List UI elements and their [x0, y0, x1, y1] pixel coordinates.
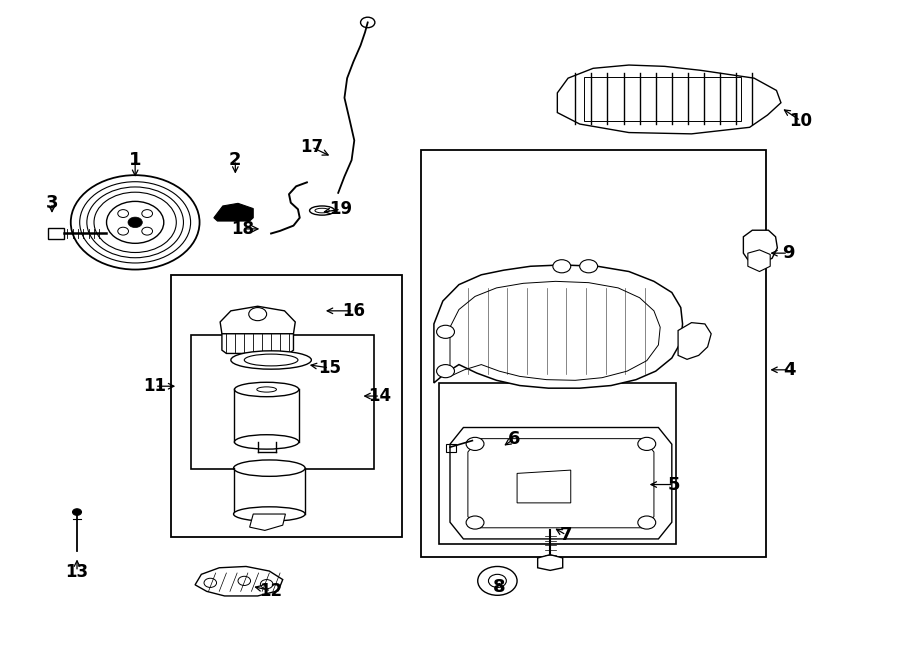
Text: 15: 15: [318, 359, 341, 377]
Polygon shape: [557, 65, 781, 134]
Text: 10: 10: [789, 112, 812, 130]
Text: 3: 3: [46, 194, 58, 212]
Text: 17: 17: [300, 138, 323, 156]
Polygon shape: [214, 204, 253, 221]
Circle shape: [436, 325, 454, 338]
Polygon shape: [743, 230, 778, 263]
Circle shape: [118, 210, 129, 217]
Bar: [191, 335, 374, 469]
Text: 7: 7: [560, 526, 572, 544]
Bar: [446, 444, 456, 451]
Bar: [48, 227, 64, 239]
Text: 8: 8: [493, 578, 506, 596]
Text: 11: 11: [143, 377, 166, 395]
Circle shape: [638, 438, 656, 450]
Polygon shape: [748, 250, 770, 272]
Ellipse shape: [231, 351, 311, 369]
Polygon shape: [220, 306, 295, 334]
Circle shape: [553, 260, 571, 273]
Circle shape: [142, 227, 152, 235]
Bar: [171, 275, 401, 537]
Polygon shape: [537, 555, 562, 570]
Ellipse shape: [234, 382, 299, 397]
Circle shape: [260, 580, 273, 589]
Ellipse shape: [233, 507, 305, 522]
Text: 12: 12: [259, 582, 283, 600]
Text: 14: 14: [369, 387, 392, 405]
Circle shape: [142, 210, 152, 217]
Polygon shape: [450, 428, 671, 539]
Circle shape: [466, 438, 484, 450]
Bar: [584, 77, 741, 121]
Text: 2: 2: [230, 151, 241, 169]
Text: 6: 6: [508, 430, 520, 447]
Circle shape: [204, 578, 217, 588]
Circle shape: [118, 227, 129, 235]
Circle shape: [128, 217, 142, 227]
Polygon shape: [678, 323, 711, 360]
Text: 16: 16: [342, 302, 364, 320]
Circle shape: [436, 365, 454, 377]
Text: 19: 19: [329, 200, 353, 218]
Circle shape: [238, 576, 250, 586]
Ellipse shape: [234, 435, 299, 449]
Polygon shape: [222, 334, 293, 354]
Text: 18: 18: [231, 220, 254, 238]
Text: 4: 4: [784, 361, 796, 379]
Polygon shape: [249, 514, 285, 530]
Polygon shape: [434, 265, 682, 388]
Circle shape: [638, 516, 656, 529]
Text: 1: 1: [129, 151, 141, 169]
Text: 9: 9: [782, 244, 795, 262]
Text: 5: 5: [668, 475, 680, 494]
Ellipse shape: [233, 460, 305, 477]
Bar: [439, 383, 676, 543]
Circle shape: [71, 175, 200, 270]
Circle shape: [489, 574, 507, 588]
Bar: [421, 150, 766, 557]
Circle shape: [466, 516, 484, 529]
Circle shape: [580, 260, 598, 273]
Ellipse shape: [244, 354, 298, 366]
Text: 13: 13: [66, 563, 88, 581]
Circle shape: [106, 202, 164, 243]
Circle shape: [478, 566, 518, 596]
Circle shape: [73, 509, 82, 516]
Polygon shape: [195, 566, 283, 596]
Ellipse shape: [310, 206, 335, 215]
Ellipse shape: [315, 208, 329, 213]
